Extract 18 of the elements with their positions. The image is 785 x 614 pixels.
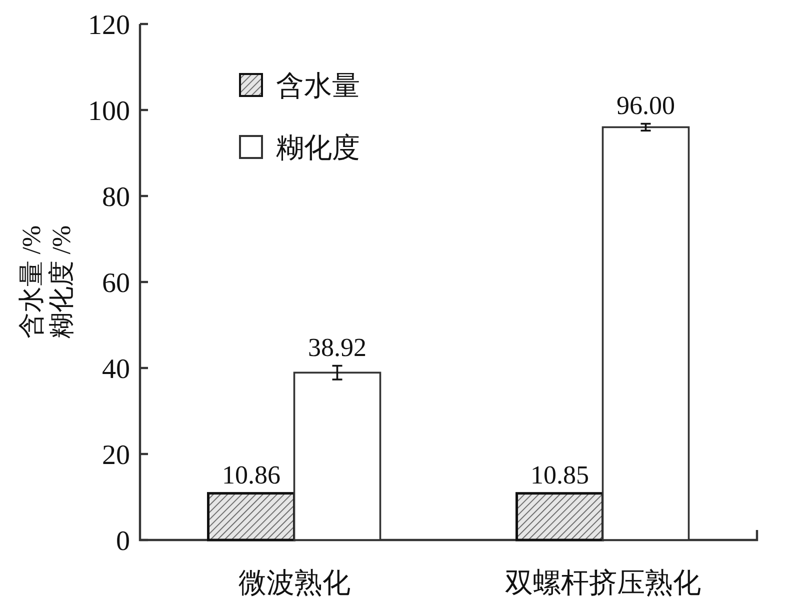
data-label: 96.00: [616, 90, 675, 120]
bar: [207, 492, 296, 542]
y-tick-label: 80: [102, 182, 130, 213]
legend-label: 含水量: [276, 71, 360, 102]
y-tick-label: 40: [102, 354, 130, 385]
x-tick-label: 双螺杆挤压熟化: [504, 568, 701, 599]
bar: [516, 492, 604, 542]
y-tick-label: 120: [88, 10, 130, 41]
x-tick-label: 微波熟化: [238, 568, 350, 599]
y-tick-label: 60: [102, 268, 130, 299]
y-axis-title: 含水量 /% 糊化度 /%: [17, 225, 76, 339]
data-label: 10.86: [222, 460, 280, 490]
legend-label: 糊化度: [276, 133, 360, 164]
y-tick-label: 100: [88, 96, 130, 127]
y-tick-label: 0: [116, 526, 130, 557]
data-label: 10.85: [530, 460, 589, 490]
y-tick-label: 20: [102, 440, 130, 471]
data-label: 38.92: [308, 332, 366, 362]
